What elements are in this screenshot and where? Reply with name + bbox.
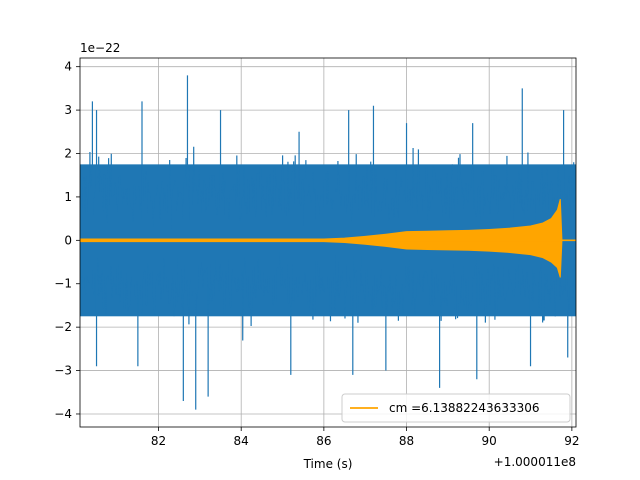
y-tick-label: −4 xyxy=(54,407,72,421)
plot-frame xyxy=(79,57,577,428)
y-ticks: −4 −3 −2 −1 0 1 2 3 4 xyxy=(54,60,80,421)
x-axis-label: Time (s) xyxy=(303,457,353,471)
legend: cm =6.13882243633306 xyxy=(341,393,571,423)
legend-entry-label: cm =6.13882243633306 xyxy=(389,401,540,415)
y-tick-label: −1 xyxy=(54,277,72,291)
y-tick-label: 0 xyxy=(64,233,72,247)
y-tick-label: −3 xyxy=(54,364,72,378)
y-tick-label: 1 xyxy=(64,190,72,204)
series-noise-line xyxy=(80,75,576,410)
x-tick-label: 86 xyxy=(316,434,331,448)
x-tick-label: 90 xyxy=(482,434,497,448)
y-tick-label: 4 xyxy=(64,60,72,74)
y-tick-label: −2 xyxy=(54,320,72,334)
x-tick-label: 84 xyxy=(234,434,249,448)
y-scale-label: 1e−22 xyxy=(80,41,120,55)
x-ticks: 82 84 86 88 90 92 xyxy=(151,427,580,448)
x-tick-label: 92 xyxy=(564,434,579,448)
y-tick-label: 2 xyxy=(64,147,72,161)
x-tick-label: 82 xyxy=(151,434,166,448)
plot-clip-group xyxy=(80,75,576,410)
x-tick-label: 88 xyxy=(399,434,414,448)
y-tick-label: 3 xyxy=(64,103,72,117)
x-offset-label: +1.000011e8 xyxy=(494,455,576,469)
legend-box xyxy=(341,393,571,423)
